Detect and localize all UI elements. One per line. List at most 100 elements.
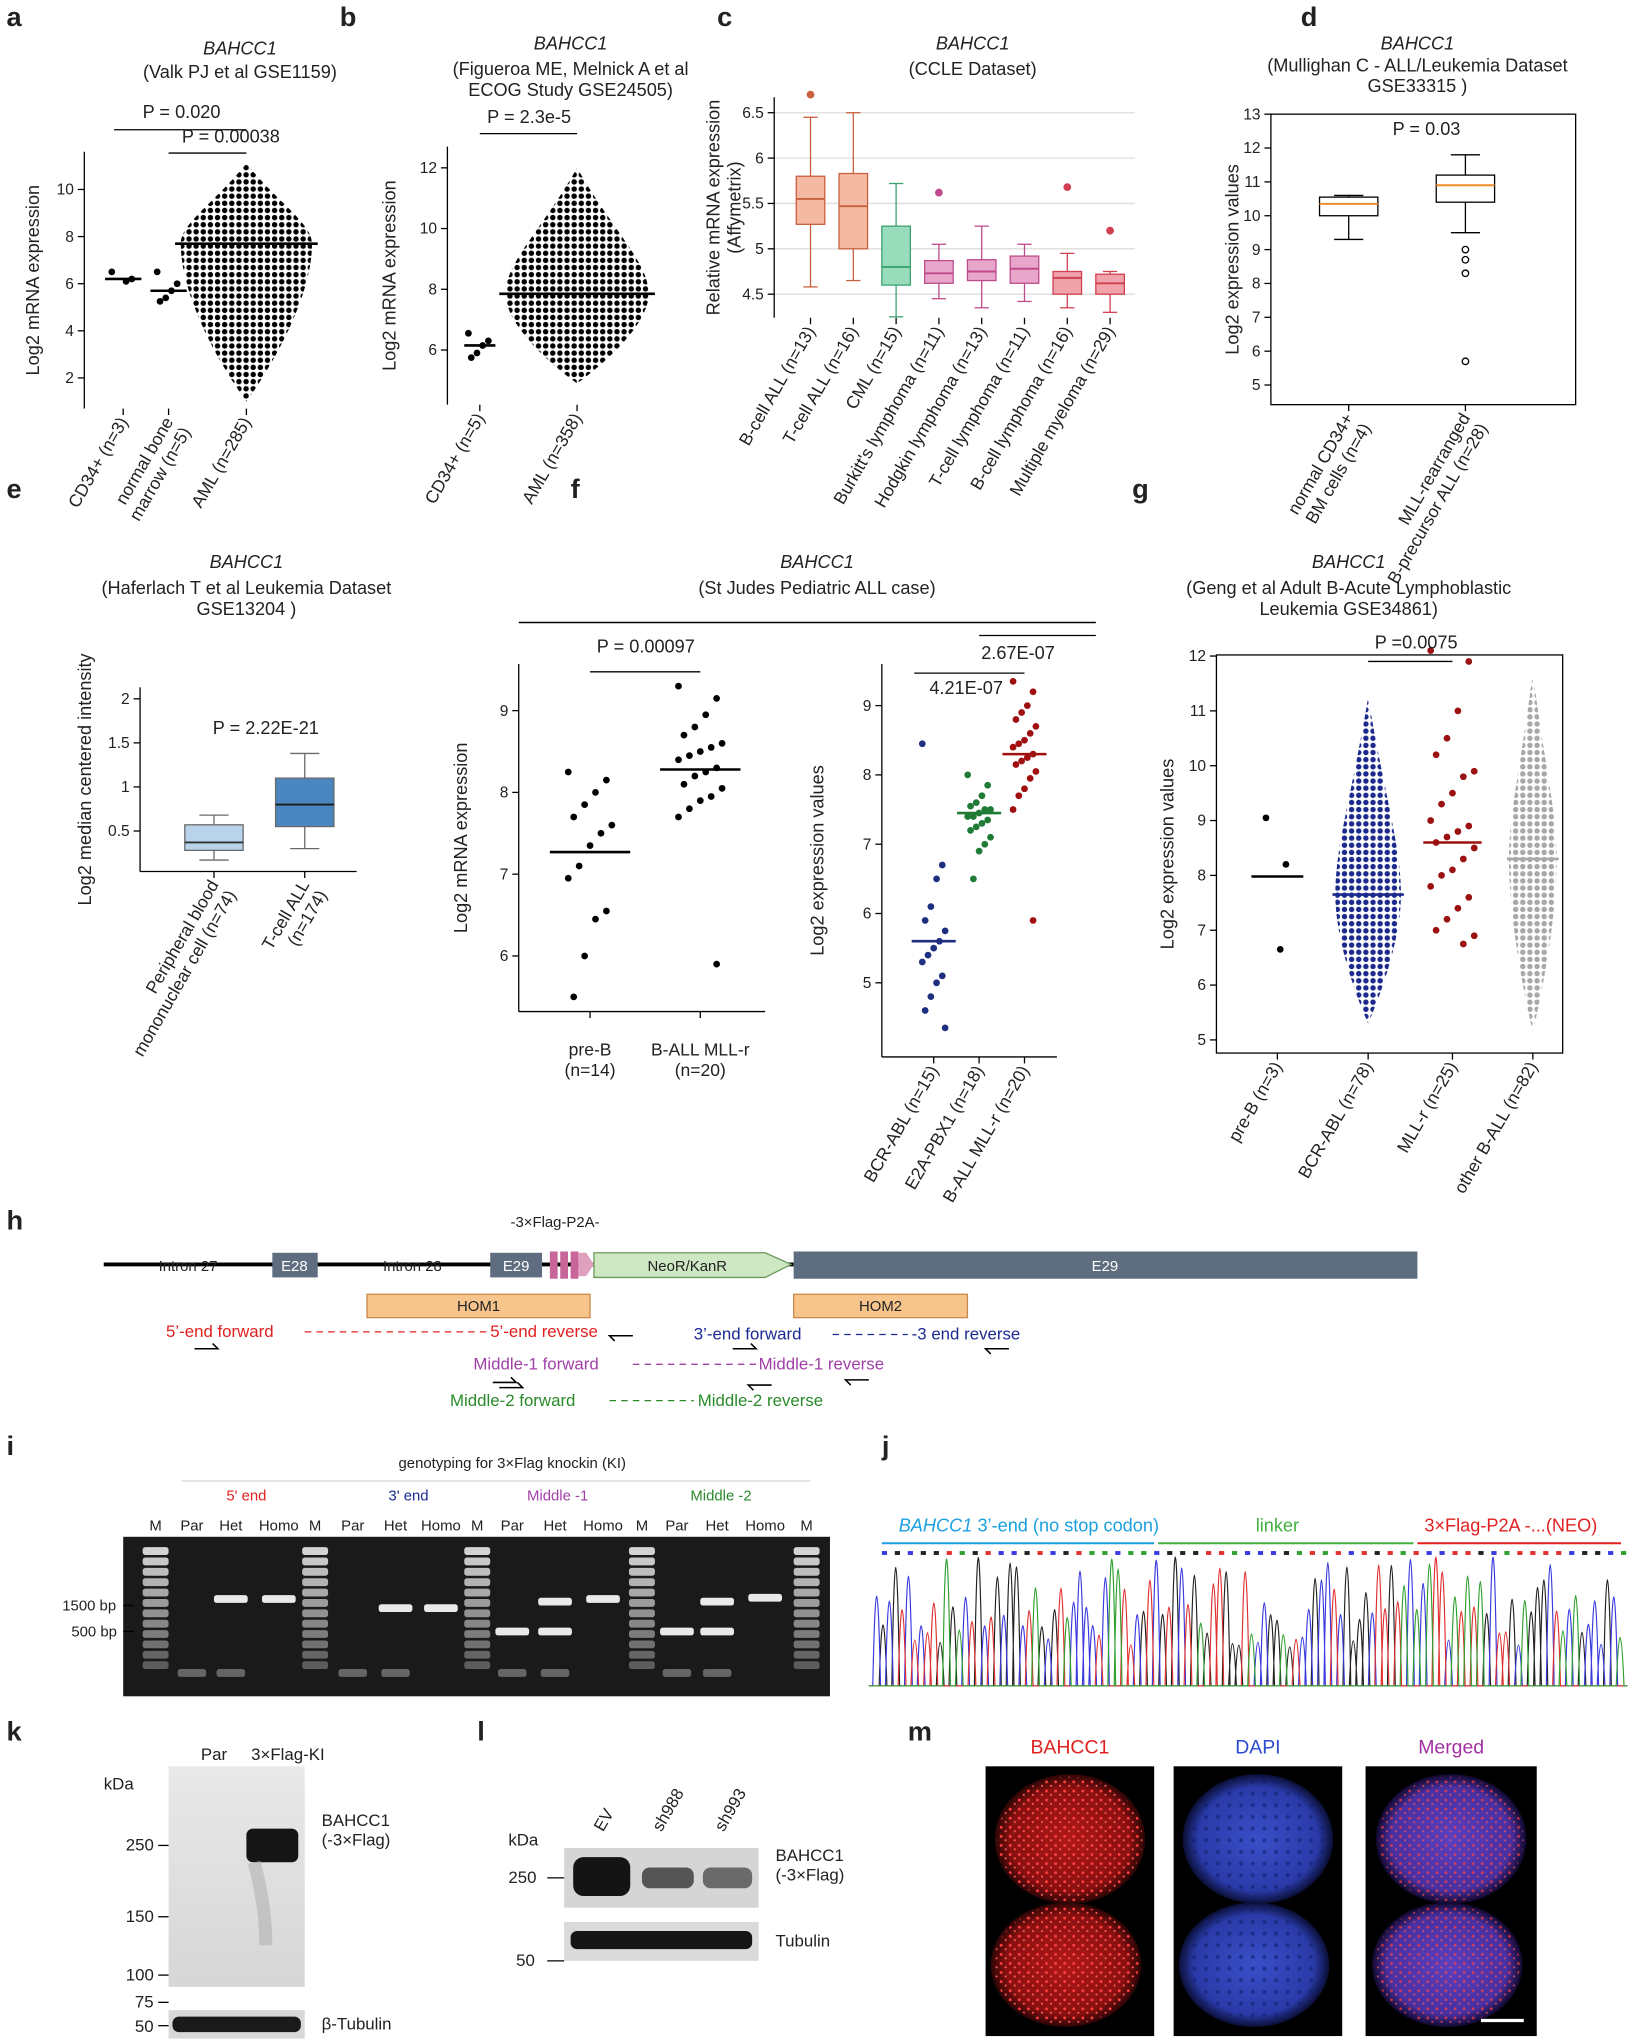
base-call — [933, 1551, 939, 1555]
box — [274, 777, 335, 828]
annotation: P = 2.3e-5 — [487, 107, 571, 127]
annotation: P = 2.22E-21 — [213, 718, 319, 738]
y-tick-label: 5.5 — [742, 196, 764, 213]
data-point — [1427, 817, 1435, 824]
unit-label: kDa — [508, 1830, 539, 1849]
annotation: 4.21E-07 — [929, 678, 1003, 698]
y-tick-label: 10 — [1243, 208, 1261, 225]
chart-title: BAHCC1 — [1381, 33, 1455, 53]
gel-band — [142, 1630, 169, 1638]
y-tick-label: 9 — [863, 698, 872, 715]
chart: d BAHCC1(Mullighan C - ALL/Leukemia Datas… — [1222, 1, 1577, 587]
y-tick-label: 10 — [57, 182, 75, 199]
base-call — [1426, 1551, 1432, 1555]
data-point — [564, 768, 572, 776]
gel-band — [142, 1619, 169, 1628]
outlier — [935, 188, 943, 197]
gel-band — [793, 1640, 820, 1649]
segment: 3×Flag-P2A -...(NEO) — [1424, 1516, 1597, 1536]
segment-label: Intron 27 — [159, 1259, 218, 1275]
chart: f BAHCC1 (St Judes Pediatric ALL case) Log2… — [451, 473, 936, 1080]
channel-label: DAPI — [1235, 1736, 1280, 1758]
lane-label: Par — [180, 1518, 203, 1534]
y-tick-label: 9 — [500, 703, 509, 720]
gel-band — [302, 1547, 329, 1555]
segment-label: E28 — [281, 1259, 308, 1275]
base-call — [1063, 1551, 1069, 1555]
gel-band — [540, 1669, 570, 1677]
y-tick-label: 5 — [1252, 377, 1261, 394]
data-point — [921, 1007, 929, 1014]
y-tick-label: 5 — [755, 241, 764, 258]
primer-label: 5’-end reverse — [490, 1322, 598, 1341]
gel-band — [142, 1567, 169, 1576]
data-point — [1459, 773, 1467, 781]
flag-tag — [560, 1251, 569, 1279]
neo-cassette — [593, 1252, 793, 1279]
gel-marker: 500 bp — [71, 1625, 117, 1641]
data-point — [713, 694, 720, 702]
y-tick-label: 10 — [420, 221, 438, 238]
data-point — [924, 951, 932, 959]
data-point — [984, 781, 992, 789]
gel-band — [302, 1661, 329, 1670]
box — [184, 824, 244, 852]
panel-letter: l — [477, 1715, 485, 1746]
data-point — [1012, 716, 1020, 723]
base-call — [1257, 1551, 1264, 1555]
panel-letter: d — [1301, 1, 1318, 32]
base-call — [1569, 1551, 1575, 1555]
base-call — [1595, 1551, 1601, 1555]
chart-subtitle: (Mullighan C - ALL/Leukemia Dataset GSE33… — [1267, 55, 1567, 96]
data-point — [691, 723, 699, 731]
primer-label: Middle-1 reverse — [759, 1354, 884, 1373]
lane-label: Par — [341, 1518, 364, 1534]
y-tick-label: 7 — [1197, 922, 1206, 939]
gel-band — [464, 1661, 491, 1670]
base-call — [998, 1551, 1004, 1555]
base-call — [985, 1551, 991, 1555]
base-call — [920, 1551, 926, 1555]
y-tick-label: 8 — [863, 767, 872, 784]
band-label: β-Tubulin — [322, 2015, 392, 2034]
outlier — [806, 90, 815, 99]
data-point — [921, 917, 929, 924]
data-point — [927, 903, 935, 910]
gel-band — [628, 1661, 655, 1670]
data-point — [972, 823, 980, 831]
data-point — [1454, 904, 1462, 912]
gel-band — [142, 1661, 169, 1670]
data-point — [964, 813, 972, 820]
base-call — [1608, 1551, 1614, 1555]
lane-label: 3×Flag-KI — [251, 1745, 325, 1764]
data-point — [570, 813, 578, 821]
segment-label: E29 — [503, 1259, 530, 1275]
homology-label: HOM2 — [859, 1299, 902, 1315]
base-call — [881, 1551, 888, 1555]
chart-title: BAHCC1 — [534, 33, 608, 53]
chart-subtitle: (Valk PJ et al GSE1159) — [143, 62, 337, 82]
data-point — [1276, 946, 1284, 953]
panel-l: l EV sh988 sh993 kDa 250 BAHCC1 (-3×Flag)… — [477, 1715, 844, 1970]
plot-frame — [1270, 113, 1577, 406]
band — [641, 1867, 694, 1889]
data-point — [1029, 917, 1037, 924]
data-point — [1262, 814, 1270, 822]
lane-label: Homo — [745, 1518, 785, 1534]
data-point — [918, 740, 926, 748]
data-point — [707, 793, 715, 800]
base-call — [972, 1551, 978, 1555]
y-tick-label: 2 — [65, 370, 74, 387]
chart-subtitle: (Geng et al Adult B-Acute Lymphoblastic L… — [1186, 578, 1511, 619]
base-call — [1517, 1551, 1523, 1555]
y-tick-label: 6.5 — [742, 105, 764, 122]
gel-group: Middle -1 — [527, 1488, 588, 1504]
box — [795, 175, 826, 225]
lane-label: M — [149, 1518, 161, 1534]
base-call — [1296, 1551, 1303, 1555]
panel-j: j BAHCC1 3’-end (no stop codon) linker 3×… — [868, 1430, 1628, 1687]
cell-texture — [1378, 1776, 1524, 1902]
lane-label: EV — [590, 1805, 618, 1835]
gel-band — [381, 1669, 410, 1677]
primer-arrows — [194, 1334, 1009, 1391]
